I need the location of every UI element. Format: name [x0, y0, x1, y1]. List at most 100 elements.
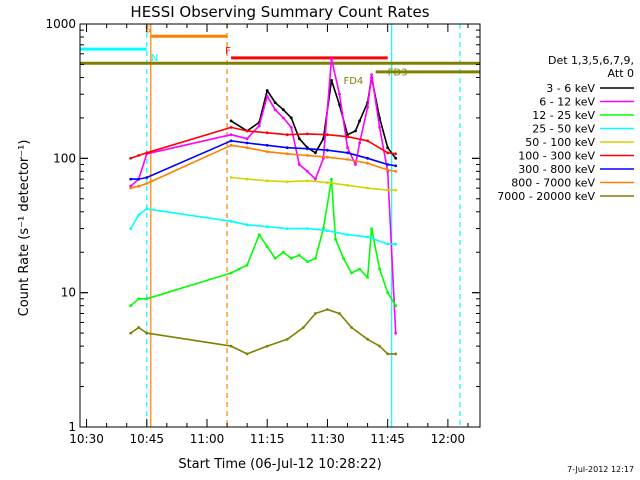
data-point-6-12-kev-11 [306, 170, 309, 173]
data-point-300-800-kev-2 [145, 176, 149, 179]
data-point-12-25-kev-4 [237, 267, 241, 271]
data-point-100-300-kev-0 [129, 156, 133, 160]
series-line-25-50-kev [130, 208, 396, 245]
data-point-100-300-kev-4 [245, 129, 249, 133]
data-point-3-6-kev-7 [297, 137, 301, 141]
data-point-100-300-kev-6 [285, 133, 289, 137]
data-point-7000-20000-kev-2 [145, 331, 149, 335]
data-point-100-300-kev-11 [386, 151, 390, 155]
data-point-6-12-kev-5 [257, 124, 261, 128]
data-point-3-6-kev-9 [314, 151, 317, 155]
timestamp: 7-Jul-2012 12:17 [567, 465, 634, 474]
flag-label-fd4: FD4 [343, 76, 363, 87]
data-point-6-12-kev-4 [245, 137, 249, 141]
data-point-3-6-kev-6 [289, 116, 293, 120]
flag-label-s: S [145, 24, 151, 35]
data-point-50-100-kev-1 [245, 177, 249, 181]
y-tick-label-100: 100 [53, 151, 76, 165]
data-point-800-7000-kev-3 [229, 143, 233, 147]
data-point-12-25-kev-15 [330, 177, 333, 181]
data-point-7000-20000-kev-10 [338, 312, 341, 315]
data-point-12-25-kev-5 [245, 263, 249, 267]
y-tick-label-10: 10 [61, 286, 76, 300]
data-point-800-7000-kev-5 [265, 150, 269, 154]
data-point-3-6-kev-20 [394, 156, 398, 160]
data-point-7000-20000-kev-1 [137, 326, 141, 329]
data-point-100-300-kev-12 [394, 152, 398, 156]
chart-title: HESSI Observing Summary Count Rates [130, 3, 429, 21]
data-point-6-12-kev-7 [273, 108, 277, 112]
data-point-300-800-kev-3 [229, 139, 233, 143]
data-point-3-6-kev-4 [273, 101, 277, 104]
data-point-100-300-kev-2 [145, 151, 149, 155]
x-tick-label-1130: 11:30 [310, 432, 345, 446]
series-line-3-6-kev [230, 76, 397, 159]
data-point-6-12-kev-12 [314, 177, 317, 181]
data-point-25-50-kev-12 [394, 242, 398, 246]
data-point-300-800-kev-6 [285, 146, 289, 150]
data-point-800-7000-kev-6 [285, 152, 289, 156]
data-point-6-12-kev-23 [394, 331, 398, 335]
data-point-25-50-kev-6 [285, 227, 289, 231]
data-point-50-100-kev-5 [326, 181, 329, 185]
data-point-25-50-kev-3 [229, 219, 233, 223]
data-point-800-7000-kev-1 [137, 184, 141, 188]
data-point-12-25-kev-24 [394, 304, 398, 308]
legend-label-100-300-kev: 100 - 300 keV [518, 150, 595, 163]
y-tick-label-1000: 1000 [45, 17, 76, 31]
data-point-25-50-kev-7 [306, 227, 309, 231]
data-point-12-25-kev-6 [257, 233, 261, 237]
data-point-3-6-kev-19 [386, 146, 390, 150]
data-point-100-300-kev-10 [366, 139, 369, 143]
data-point-6-12-kev-10 [297, 163, 301, 166]
x-tick-label-1100: 11:00 [190, 432, 225, 446]
data-point-3-6-kev-5 [281, 108, 285, 112]
data-point-100-300-kev-9 [346, 135, 349, 139]
data-point-6-12-kev-15 [338, 92, 341, 96]
data-point-300-800-kev-9 [346, 151, 349, 155]
legend-label-50-100-kev: 50 - 100 keV [525, 136, 595, 149]
flag-label-f: F [225, 46, 231, 57]
data-point-6-12-kev-20 [370, 73, 373, 76]
data-point-800-7000-kev-10 [366, 161, 369, 165]
data-point-50-100-kev-2 [265, 179, 269, 183]
data-point-3-6-kev-0 [229, 119, 233, 123]
data-point-6-12-kev-8 [281, 116, 285, 120]
data-point-25-50-kev-2 [145, 207, 149, 211]
data-point-12-25-kev-0 [129, 304, 133, 308]
data-point-6-12-kev-21 [378, 126, 381, 129]
data-point-7000-20000-kev-9 [326, 308, 329, 311]
series-line-7000-20000-kev [130, 308, 396, 355]
legend-label-800-7000-kev: 800 - 7000 keV [511, 177, 595, 190]
data-point-25-50-kev-1 [137, 213, 141, 217]
plot-frame [79, 23, 481, 428]
data-point-25-50-kev-11 [386, 242, 390, 246]
data-point-50-100-kev-3 [285, 180, 289, 184]
data-point-3-6-kev-3 [265, 89, 269, 92]
data-point-50-100-kev-0 [229, 176, 233, 179]
data-point-12-25-kev-19 [358, 267, 361, 271]
data-point-50-100-kev-8 [386, 188, 390, 192]
data-point-12-25-kev-7 [265, 245, 269, 249]
series-line-50-100-kev [231, 176, 396, 191]
data-point-7000-20000-kev-12 [366, 337, 369, 341]
data-point-25-50-kev-4 [245, 223, 249, 227]
legend-header-line-2: Att 0 [608, 67, 634, 80]
data-point-800-7000-kev-9 [346, 158, 349, 161]
legend-label-3-6-kev: 3 - 6 keV [546, 82, 595, 95]
data-point-12-25-kev-23 [386, 291, 390, 295]
data-point-300-800-kev-7 [306, 147, 309, 151]
legend-label-25-50-kev: 25 - 50 keV [532, 123, 595, 136]
data-point-3-6-kev-14 [354, 129, 357, 133]
x-tick-label-1045: 10:45 [129, 432, 164, 446]
data-point-25-50-kev-10 [366, 235, 369, 239]
data-point-100-300-kev-1 [137, 154, 141, 157]
data-point-6-12-kev-18 [358, 141, 361, 145]
data-point-12-25-kev-8 [273, 257, 277, 260]
data-point-300-800-kev-0 [129, 177, 133, 181]
data-point-6-12-kev-14 [330, 57, 333, 61]
data-point-12-25-kev-10 [289, 257, 293, 260]
data-point-12-25-kev-21 [370, 227, 373, 231]
data-point-100-300-kev-3 [229, 126, 233, 129]
